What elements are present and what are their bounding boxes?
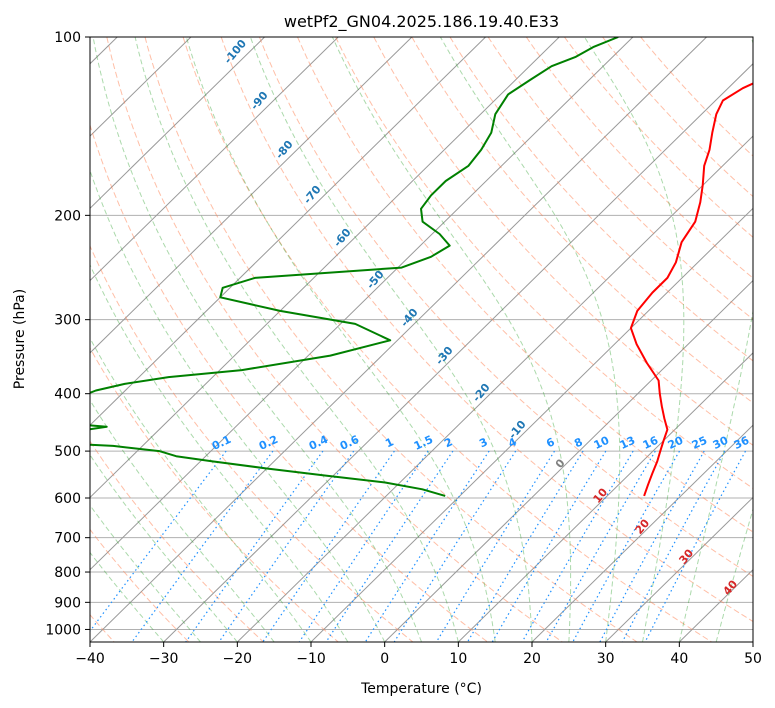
mixing-ratio-line (298, 450, 429, 642)
mixing-ratio-line (393, 450, 517, 642)
mixing-ratio-label: 25 (690, 434, 709, 452)
mixing-ratio-label: 16 (641, 434, 661, 452)
y-tick-label: 400 (54, 387, 81, 403)
skewed-isotherm-gridlines (90, 37, 753, 642)
dry-adiabat-line (106, 37, 563, 642)
dry-adiabat-line (563, 37, 753, 238)
x-tick-label: 20 (523, 651, 541, 667)
dewpoint-profile (90, 37, 619, 497)
dry-adiabat-line (182, 37, 712, 642)
dry-adiabat-line (258, 37, 753, 577)
dry-adiabat-line (640, 37, 753, 157)
moist-adiabat-line (678, 37, 753, 642)
mixing-ratio-line (644, 450, 747, 642)
x-tick-label: 10 (449, 651, 467, 667)
y-tick-label: 500 (54, 444, 81, 460)
mixing-ratio-label: 36 (732, 434, 752, 452)
moist-adiabats (90, 37, 753, 642)
isotherm-line (90, 37, 486, 426)
mixing-ratio-label: 20 (666, 434, 686, 452)
dry-adiabats (90, 37, 753, 642)
dry-adiabat-line (525, 37, 753, 279)
y-tick-label: 700 (54, 531, 81, 547)
isotherm-line (90, 37, 707, 642)
y-tick-label: 600 (54, 491, 81, 507)
mixing-ratio-line (131, 450, 274, 642)
chart-title: wetPf2_GN04.2025.186.19.40.E33 (284, 12, 559, 32)
x-tick-label: −20 (223, 651, 253, 667)
isotherm-line (605, 496, 753, 642)
moist-adiabat-line (90, 263, 349, 642)
dry-adiabat-line (297, 37, 753, 533)
moist-adiabat-line (715, 507, 753, 642)
mixing-ratio-line (599, 450, 705, 642)
mixing-ratio-line (90, 450, 227, 633)
isotherm-line (236, 135, 753, 642)
x-tick-label: −40 (75, 651, 105, 667)
moist-adiabat-line (331, 37, 572, 642)
y-axis: 100 200 300 400 500 600 700 800 900 1000 (45, 30, 90, 638)
moist-adiabat-line (185, 37, 496, 642)
moist-adiabat-line (439, 37, 621, 642)
isotherm-line (90, 37, 265, 210)
y-tick-label: 800 (54, 565, 81, 581)
temperature-profile (629, 82, 753, 497)
mixing-ratio-line (621, 450, 726, 642)
isotherm-line (90, 37, 413, 354)
isobar-gridlines (90, 37, 753, 630)
isotherm-line (90, 37, 339, 282)
y-tick-label: 100 (54, 30, 81, 46)
x-tick-label: 0 (380, 651, 389, 667)
mixing-ratio-label: 30 (711, 434, 731, 452)
x-tick-label: −30 (149, 651, 179, 667)
mixing-ratio-lines (90, 450, 747, 642)
profiles (90, 37, 753, 497)
x-tick-label: 50 (744, 651, 762, 667)
dry-adiabat-line (373, 37, 753, 446)
mixing-ratio-label: 10 (592, 434, 612, 452)
moist-adiabat-line (92, 37, 422, 642)
dry-adiabat-line (220, 37, 753, 623)
x-tick-label: 40 (670, 651, 688, 667)
y-tick-label: 200 (54, 208, 81, 224)
mixing-ratio-line (572, 450, 681, 642)
x-axis: −40 −30 −20 −10 0 10 20 30 40 50 (75, 642, 762, 667)
dry-adiabat-line (411, 37, 753, 404)
x-axis-title: Temperature (°C) (360, 681, 482, 697)
x-tick-label: −10 (296, 651, 326, 667)
y-axis-title: Pressure (hPa) (12, 289, 28, 389)
moist-adiabat-line (134, 37, 459, 642)
y-tick-label: 300 (54, 313, 81, 329)
mixing-ratio-line (491, 450, 607, 642)
dry-adiabat-line (335, 37, 753, 489)
moist-adiabat-line (90, 337, 312, 642)
plot-frame (89, 36, 754, 643)
isotherm-line (531, 424, 753, 642)
x-tick-label: 30 (597, 651, 615, 667)
moist-adiabat-line (249, 37, 533, 642)
isotherm-line (457, 352, 753, 642)
mixing-ratio-label: 13 (618, 434, 637, 452)
dry-adiabat-line (90, 347, 339, 642)
y-tick-label: 1000 (45, 622, 81, 638)
isotherm-line (90, 37, 560, 499)
mixing-ratio-line (545, 450, 656, 642)
isotherm-line (163, 63, 753, 642)
mixing-ratio-line (262, 450, 395, 642)
isotherm-line (90, 37, 634, 571)
mixing-ratio-line (521, 450, 634, 642)
y-tick-label: 900 (54, 595, 81, 611)
isotherm-line (384, 279, 753, 642)
moist-adiabat-line (583, 37, 685, 642)
moist-adiabat-line (90, 168, 386, 642)
mixing-ratio-line (325, 450, 454, 642)
mixing-ratio-line (466, 450, 584, 642)
